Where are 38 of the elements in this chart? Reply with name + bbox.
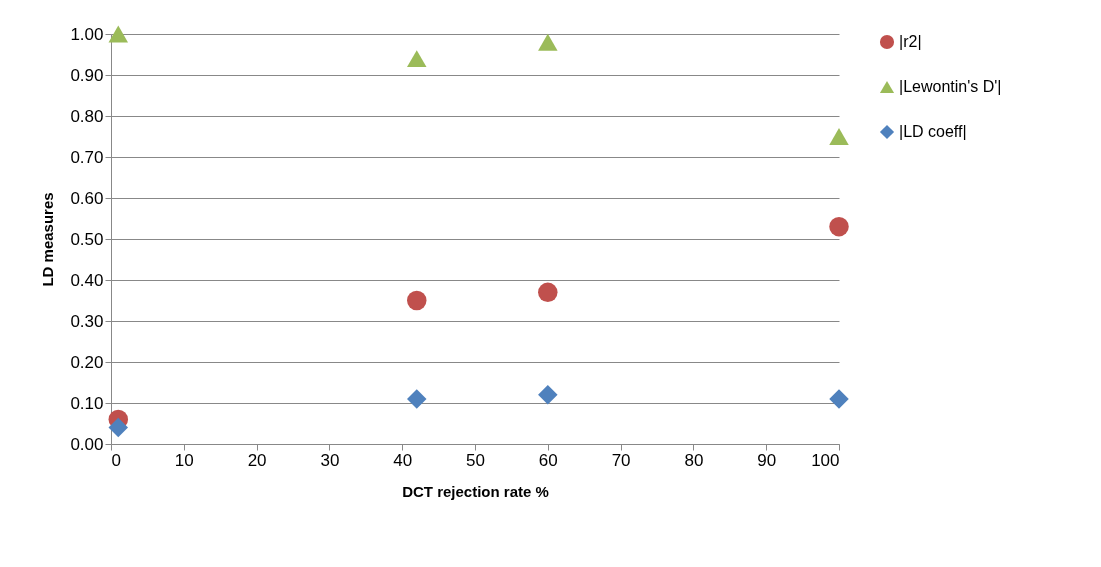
point [829,128,849,145]
point [407,290,427,311]
legend-label: |r2| [899,33,922,50]
point [108,417,129,438]
point [829,389,849,409]
x-tick-label: 90 [757,450,777,470]
y-tick-label: 0.20 [70,352,104,372]
x-tick-label: 50 [466,450,485,470]
point [829,216,849,237]
x-tick-label: 40 [393,450,413,470]
y-tick-label: 0.90 [70,65,104,85]
x-tick-label: 20 [247,450,267,470]
point [538,385,558,405]
point [108,25,129,43]
y-tick-label: 0.80 [70,106,104,126]
y-tick-label: 0.70 [70,147,104,167]
legend-label: |Lewontin's D'| [899,78,1002,95]
x-tick-label: 30 [320,450,340,470]
x-tick-label: 10 [174,450,194,470]
y-tick-label: 0.00 [70,434,104,454]
x-tick-label: 70 [611,450,631,470]
x-tick-label: 60 [538,450,558,470]
x-tick-label: 0 [111,450,121,470]
x-tick-label: 80 [684,450,704,470]
point [538,282,558,303]
y-tick-label: 0.60 [70,188,104,208]
y-tick-label: 0.10 [70,393,104,413]
point [538,33,558,51]
y-tick-label: 1.00 [70,24,104,44]
point [407,50,427,68]
y-tick-label: 0.40 [70,270,104,290]
y-tick-label: 0.30 [70,311,104,331]
point [407,389,427,409]
legend-label: |LD coeff| [899,123,967,140]
y-axis-title: LD measures [39,192,57,287]
x-axis-title: DCT rejection rate % [402,482,549,500]
x-tick-label: 100 [811,450,840,470]
y-tick-label: 0.50 [70,229,104,249]
